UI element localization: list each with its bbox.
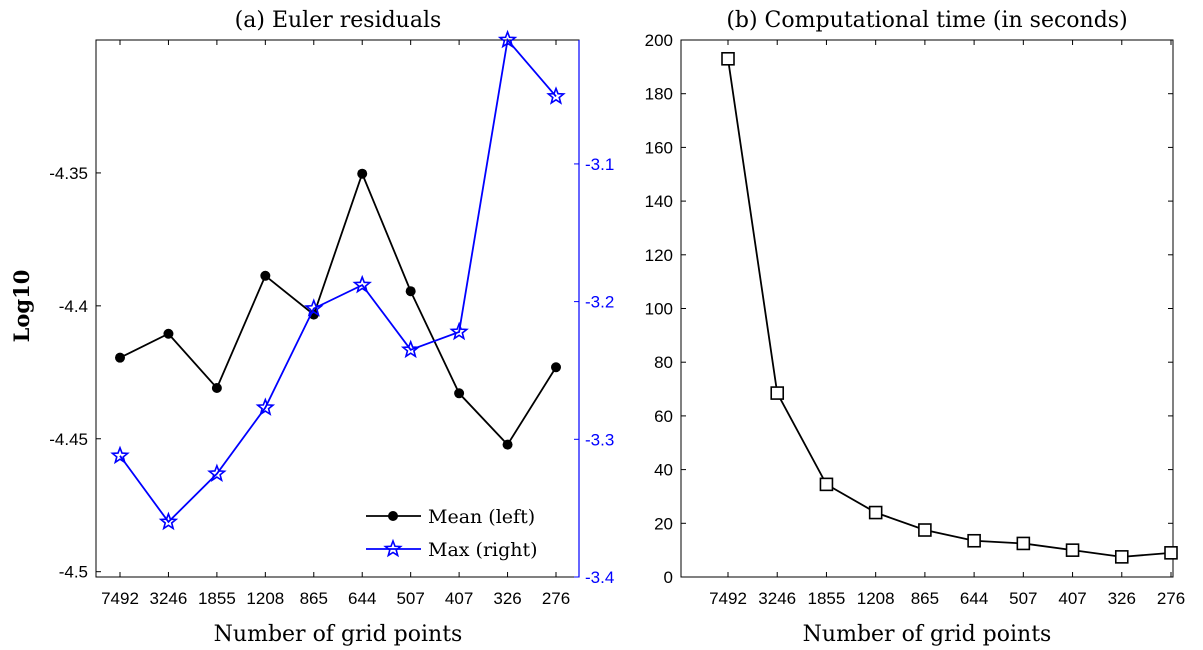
y-tick-label: 140 bbox=[645, 192, 673, 211]
x-tick-label: 507 bbox=[396, 589, 424, 608]
data-point-time bbox=[1164, 546, 1178, 560]
x-tick-label: 407 bbox=[1058, 589, 1086, 608]
data-point-time bbox=[918, 523, 932, 537]
data-point-mean bbox=[115, 352, 125, 363]
y-axis-label: Log10 bbox=[9, 270, 34, 343]
data-point-max bbox=[304, 298, 324, 317]
x-tick-label: 326 bbox=[1108, 589, 1136, 608]
x-ticks: 7492 3246 1855 1208 865 644 507 407 326 276 bbox=[101, 40, 570, 608]
legend-marker-max bbox=[383, 538, 403, 558]
data-point-mean bbox=[551, 362, 561, 373]
chart-title: (b) Computational time (in seconds) bbox=[726, 8, 1127, 33]
data-point-mean bbox=[163, 328, 174, 339]
y-ticks: 0 20 40 60 80 100 120 140 160 180 200 bbox=[645, 31, 1173, 587]
data-point-max bbox=[400, 339, 421, 359]
y-tick-label: 20 bbox=[654, 514, 673, 533]
x-tick-label: 7492 bbox=[709, 589, 747, 608]
y-tick-label: 160 bbox=[645, 138, 673, 157]
series-line-max bbox=[119, 37, 557, 524]
data-point-max bbox=[255, 397, 276, 416]
y-tick-label: -4.45 bbox=[49, 430, 88, 449]
data-point-mean bbox=[260, 270, 271, 281]
x-tick-label: 276 bbox=[542, 589, 570, 608]
data-point-time bbox=[819, 477, 834, 492]
data-point-time bbox=[721, 51, 735, 66]
y-tick-label: -4.35 bbox=[49, 164, 88, 183]
plot-area-frame bbox=[680, 39, 1174, 578]
legend-label-mean: Mean (left) bbox=[428, 506, 535, 528]
data-point-time bbox=[1016, 536, 1031, 551]
x-tick-label: 276 bbox=[1157, 589, 1185, 608]
x-tick-label: 644 bbox=[960, 589, 988, 608]
series-layer bbox=[721, 51, 1178, 564]
x-axis-label: Number of grid points bbox=[214, 622, 463, 647]
data-point-time bbox=[967, 533, 981, 548]
right-y-tick-label: -3.4 bbox=[585, 568, 614, 587]
x-tick-label: 1855 bbox=[808, 589, 846, 608]
right-y-tick-label: -3.3 bbox=[585, 430, 614, 449]
y-tick-label: 0 bbox=[664, 568, 673, 587]
legend-label-max: Max (right) bbox=[428, 539, 538, 561]
x-tick-label: 1855 bbox=[198, 589, 236, 608]
data-point-max bbox=[110, 445, 130, 465]
chart-title: (a) Euler residuals bbox=[235, 8, 442, 33]
x-tick-label: 865 bbox=[911, 589, 939, 608]
y-tick-label: 120 bbox=[645, 246, 673, 265]
x-tick-label: 507 bbox=[1009, 589, 1037, 608]
right-y-tick-label: -3.2 bbox=[585, 293, 614, 312]
data-point-time bbox=[1065, 543, 1080, 557]
y-tick-label: 100 bbox=[645, 300, 673, 319]
x-tick-label: 407 bbox=[445, 589, 473, 608]
y-tick-label: 40 bbox=[654, 461, 673, 480]
legend-star bbox=[383, 538, 403, 558]
data-point-max bbox=[352, 274, 372, 294]
series-line-mean bbox=[119, 171, 557, 447]
data-point-time bbox=[1114, 550, 1129, 564]
data-point-time bbox=[868, 505, 883, 520]
y-tick-label: -4.5 bbox=[59, 563, 88, 582]
panel-computational-time: (b) Computational time (in seconds) Numb… bbox=[645, 8, 1186, 647]
series-layer bbox=[110, 29, 566, 531]
x-tick-label: 865 bbox=[300, 589, 328, 608]
y-tick-label: 200 bbox=[645, 31, 673, 50]
x-axis-label: Number of grid points bbox=[803, 622, 1052, 647]
data-point-mean bbox=[211, 382, 222, 393]
series-line-time bbox=[727, 58, 1172, 558]
x-tick-label: 326 bbox=[493, 589, 521, 608]
x-tick-label: 644 bbox=[348, 589, 376, 608]
x-tick-label: 1208 bbox=[246, 589, 284, 608]
panel-euler-residuals: (a) Euler residuals Number of grid point… bbox=[9, 8, 614, 647]
x-tick-label: 3246 bbox=[758, 589, 796, 608]
legend: Mean (left) Max (right) bbox=[361, 496, 575, 572]
legend-marker-mean bbox=[388, 511, 398, 521]
right-y-ticks: -3.4 -3.3 -3.2 -3.1 bbox=[574, 155, 614, 587]
data-point-mean bbox=[502, 439, 513, 450]
data-point-max bbox=[449, 321, 469, 341]
legend-box bbox=[361, 496, 575, 572]
data-point-time bbox=[770, 386, 785, 400]
data-point-max bbox=[497, 29, 518, 49]
data-point-mean bbox=[405, 286, 416, 297]
y-tick-label: 80 bbox=[654, 353, 673, 372]
x-tick-label: 7492 bbox=[101, 589, 139, 608]
left-y-ticks: -4.5 -4.45 -4.4 -4.35 bbox=[49, 164, 101, 582]
data-point-max bbox=[207, 463, 227, 483]
data-point-mean bbox=[454, 388, 465, 399]
x-tick-label: 1208 bbox=[857, 589, 895, 608]
data-point-max bbox=[546, 86, 566, 105]
data-point-max bbox=[158, 511, 179, 531]
x-ticks: 7492 3246 1855 1208 865 644 507 407 326 276 bbox=[709, 40, 1185, 608]
y-tick-label: 180 bbox=[645, 85, 673, 104]
data-point-mean bbox=[357, 168, 368, 179]
y-tick-label: -4.4 bbox=[59, 297, 88, 316]
x-tick-label: 3246 bbox=[150, 589, 188, 608]
right-y-tick-label: -3.1 bbox=[585, 155, 614, 174]
y-tick-label: 60 bbox=[654, 407, 673, 426]
